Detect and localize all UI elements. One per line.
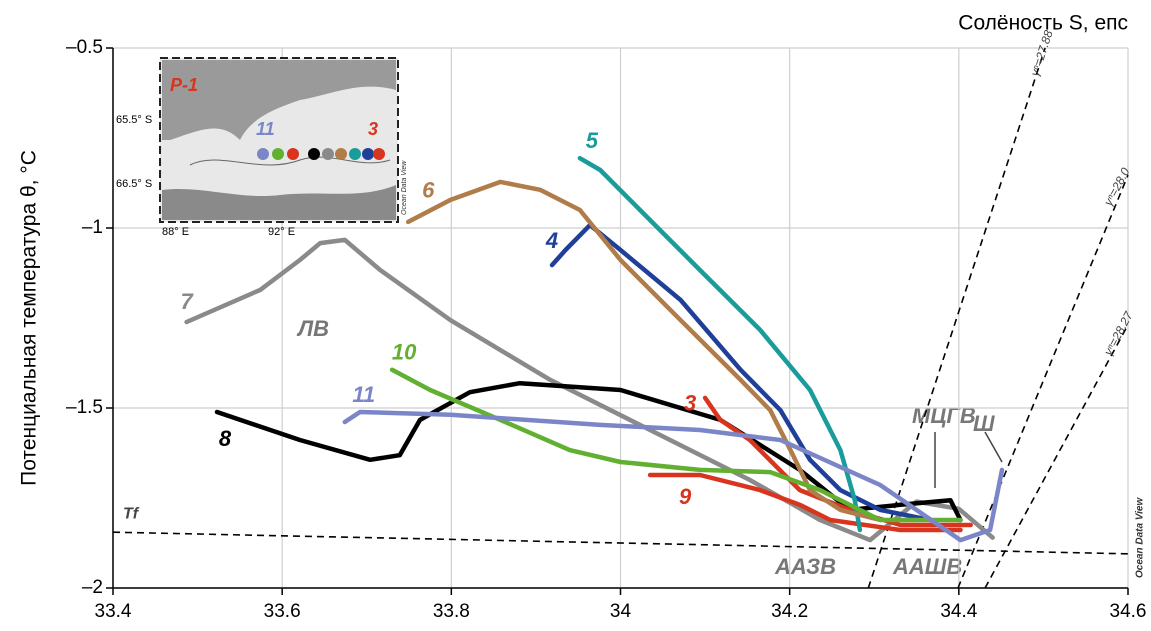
x-tick-label: 34.2	[771, 601, 808, 622]
x-tick-label: 33.4	[95, 601, 132, 622]
station	[362, 148, 374, 160]
series-label: 5	[586, 128, 599, 153]
station	[272, 148, 284, 160]
annotation: ААШВ	[892, 554, 962, 579]
x-tick-label: 34.6	[1110, 601, 1147, 622]
station	[373, 148, 385, 160]
inset-label: 92° E	[268, 226, 295, 238]
inset-label: 66.5° S	[116, 178, 152, 190]
station	[322, 148, 334, 160]
inset-label: 88° E	[162, 226, 189, 238]
y-tick-label: –2	[82, 577, 103, 598]
station	[257, 148, 269, 160]
series-label: 4	[545, 228, 558, 253]
annotation: ЛВ	[296, 316, 329, 341]
y-tick-label: –1.5	[66, 397, 103, 418]
annotation: Ш	[973, 411, 995, 436]
y-tick-label: –1	[82, 217, 103, 238]
series-line	[408, 182, 880, 520]
inset-label: 3	[368, 119, 378, 139]
x-tick-label: 34	[610, 601, 632, 622]
series-label: 8	[219, 426, 232, 451]
inset-label: P-1	[170, 75, 198, 95]
inset-watermark: Ocean Data View	[401, 160, 408, 215]
reference-line	[985, 325, 1128, 588]
series-label: 9	[679, 484, 692, 509]
inset-label: 11	[256, 119, 275, 139]
x-tick-label: 34.4	[940, 601, 977, 622]
x-tick-label: 33.6	[264, 601, 301, 622]
station	[308, 148, 320, 160]
station	[335, 148, 347, 160]
inset-map: P-1 65.5° S 66.5° S 88° E 92° E 11 3 Oce…	[116, 58, 408, 238]
series-label: 6	[422, 178, 435, 203]
arrow	[985, 432, 1002, 462]
inset-label: 65.5° S	[116, 114, 152, 126]
series-label: 7	[180, 289, 194, 314]
reference-label: Tf	[123, 505, 140, 522]
station	[287, 148, 299, 160]
series-line	[217, 383, 961, 520]
series-label: 11	[352, 382, 375, 407]
watermark: Ocean Data View	[1135, 497, 1146, 578]
y-tick-label: –0.5	[66, 37, 103, 58]
reference-label: γⁿ=27.88	[1028, 28, 1056, 78]
reference-label: γⁿ=28.27	[1101, 308, 1136, 358]
x-tick-label: 33.8	[433, 601, 470, 622]
series-label: 10	[392, 340, 417, 365]
chart: Солёность S, епс Потенциальная температу…	[0, 0, 1151, 631]
annotation: ААЗВ	[774, 554, 836, 579]
series-label: 3	[684, 391, 696, 416]
station	[349, 148, 361, 160]
reference-line	[958, 175, 1128, 588]
y-axis-label: Потенциальная температура θ, °C	[18, 150, 41, 486]
